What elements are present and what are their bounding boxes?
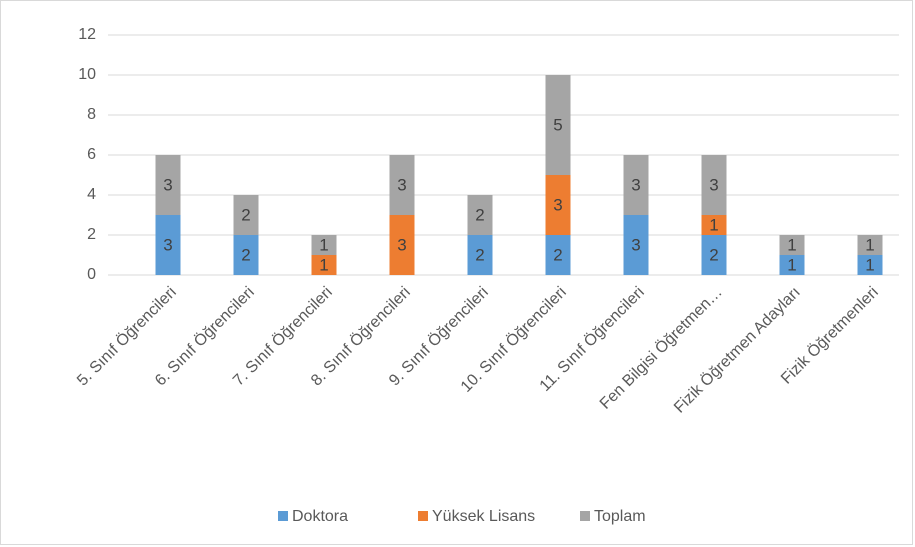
bar-segment bbox=[155, 215, 181, 275]
value-label: 2 bbox=[241, 205, 250, 224]
bar-segment bbox=[623, 215, 649, 275]
value-label: 3 bbox=[397, 235, 406, 254]
value-label: 3 bbox=[163, 235, 172, 254]
value-label: 1 bbox=[787, 235, 796, 254]
value-label: 2 bbox=[709, 245, 718, 264]
value-label: 1 bbox=[709, 215, 718, 234]
value-label: 1 bbox=[319, 255, 328, 274]
bar-segment bbox=[779, 255, 805, 275]
value-label: 1 bbox=[787, 255, 796, 274]
y-tick-label: 8 bbox=[87, 106, 96, 123]
bar-segment bbox=[311, 255, 337, 275]
bar-segment bbox=[857, 235, 883, 255]
bar-segment bbox=[467, 195, 493, 235]
bar-segment bbox=[701, 215, 727, 235]
y-tick-label: 2 bbox=[87, 226, 96, 243]
bar-segment bbox=[389, 215, 415, 275]
bar-segment bbox=[545, 175, 571, 235]
value-label: 1 bbox=[319, 235, 328, 254]
y-tick-label: 10 bbox=[78, 66, 96, 83]
value-label: 2 bbox=[475, 245, 484, 264]
value-label: 3 bbox=[631, 235, 640, 254]
y-tick-label: 4 bbox=[87, 186, 96, 203]
bar-segment bbox=[701, 235, 727, 275]
y-tick-label: 6 bbox=[87, 146, 96, 163]
bar-segment bbox=[389, 155, 415, 215]
value-label: 2 bbox=[553, 245, 562, 264]
value-label: 3 bbox=[553, 195, 562, 214]
bar-segment bbox=[623, 155, 649, 215]
legend-swatch bbox=[580, 511, 590, 521]
value-label: 3 bbox=[163, 175, 172, 194]
legend-label: Doktora bbox=[292, 508, 348, 525]
bar-segment bbox=[311, 235, 337, 255]
bar-segment bbox=[545, 75, 571, 175]
bar-segment bbox=[155, 155, 181, 215]
bar-segment bbox=[545, 235, 571, 275]
value-label: 2 bbox=[241, 245, 250, 264]
y-tick-label: 0 bbox=[87, 266, 96, 283]
legend-label: Toplam bbox=[594, 508, 646, 525]
bar-segment bbox=[701, 155, 727, 215]
value-label: 5 bbox=[553, 115, 562, 134]
legend-label: Yüksek Lisans bbox=[432, 508, 535, 525]
bar-segment bbox=[779, 235, 805, 255]
value-label: 1 bbox=[865, 235, 874, 254]
y-tick-label: 12 bbox=[78, 26, 96, 43]
value-label: 3 bbox=[709, 175, 718, 194]
bar-segment bbox=[233, 195, 259, 235]
legend-swatch bbox=[278, 511, 288, 521]
bar-segment bbox=[467, 235, 493, 275]
value-label: 2 bbox=[475, 205, 484, 224]
value-label: 1 bbox=[865, 255, 874, 274]
value-label: 3 bbox=[397, 175, 406, 194]
value-label: 3 bbox=[631, 175, 640, 194]
bar-segment bbox=[857, 255, 883, 275]
bar-segment bbox=[233, 235, 259, 275]
legend-swatch bbox=[418, 511, 428, 521]
